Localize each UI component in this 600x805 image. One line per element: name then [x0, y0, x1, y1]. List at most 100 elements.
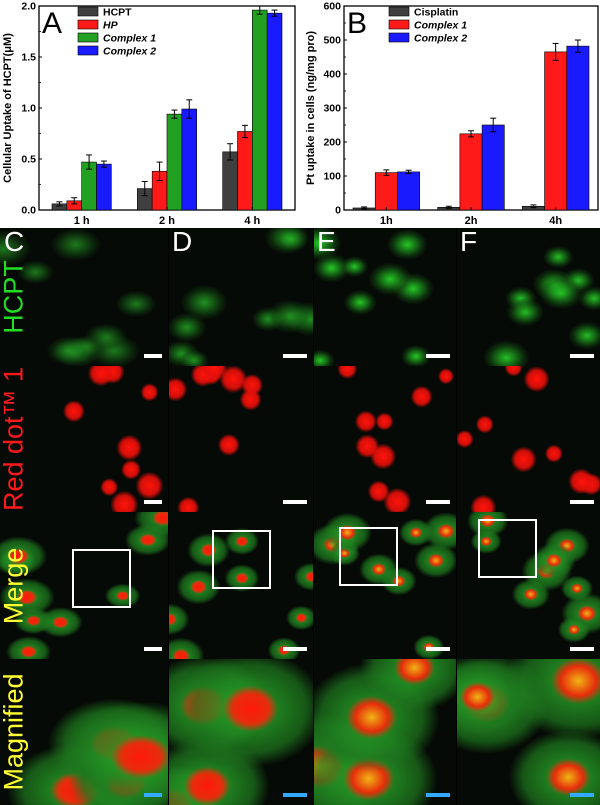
scale-bar [570, 647, 594, 651]
row-label: HCPT [0, 228, 29, 366]
legend-label: Complex 1 [414, 20, 467, 32]
x-tick-label: 2h [465, 215, 478, 227]
bar-charts: 0.0 0.5 1.0 1.5 2.0 1 h 2 h 4 h Cellular Uptake … [2, 1, 599, 227]
scale-bar [283, 354, 307, 358]
micrograph-C-3 [0, 659, 168, 805]
legend-swatch [77, 32, 99, 43]
legend-label: HP [103, 20, 119, 32]
legend-swatch [388, 32, 410, 43]
micrograph-D-0 [168, 228, 313, 366]
micrograph-E-3 [313, 659, 456, 805]
zoom-box [477, 519, 537, 579]
micrograph-D-1 [168, 366, 313, 512]
column-label-F: F [460, 226, 478, 257]
micrograph-D-3 [168, 659, 313, 805]
micrograph-grid: C D E F HCPT Red dot™ 1 Merge Magnified [0, 226, 600, 805]
x-tick-label: 1 h [74, 215, 90, 227]
legend-swatch [388, 6, 410, 17]
scale-bar [283, 500, 307, 504]
column-label-C: C [4, 226, 25, 257]
x-tick-label: 4h [549, 215, 562, 227]
y-tick-label: 0 [335, 205, 341, 217]
y-tick-label: 400 [323, 69, 341, 81]
scale-bar [144, 354, 162, 358]
bar [266, 12, 283, 211]
zoom-box [72, 548, 132, 608]
scale-bar [570, 354, 594, 358]
bar [459, 133, 483, 211]
row-label-text: Red dot™ 1 [0, 366, 29, 512]
y-tick-label: 300 [323, 103, 341, 115]
row-label: Merge [0, 512, 29, 659]
y-axis-label: Pt uptake in cells (ng/mg pro) [305, 31, 317, 185]
micrograph-F-1 [456, 366, 600, 512]
y-tick-label: 0.0 [21, 205, 36, 217]
legend-swatch [388, 19, 410, 30]
micrograph-E-2 [313, 512, 456, 659]
column-label-D: D [172, 226, 193, 257]
scale-bar [144, 647, 162, 651]
row-label-text: Merge [0, 547, 29, 624]
scale-bar [570, 500, 594, 504]
bar [237, 131, 253, 211]
bar [481, 124, 505, 211]
y-tick-label: 200 [323, 137, 341, 149]
y-tick-label: 1.0 [21, 103, 36, 115]
bar [252, 9, 268, 211]
micrograph-E-0 [313, 228, 456, 366]
column-divider [168, 228, 169, 805]
micrograph-F-0 [456, 228, 600, 366]
legend-swatch [77, 45, 99, 56]
bar [96, 163, 112, 211]
micrograph-F-3 [456, 659, 600, 805]
legend-swatch [77, 6, 99, 17]
column-label-E: E [317, 226, 336, 257]
micrograph-C-2 [0, 512, 168, 659]
bar [181, 108, 197, 211]
y-tick-label: 500 [323, 35, 341, 47]
scale-bar [426, 793, 450, 797]
scale-bar [426, 500, 450, 504]
micrograph-F-2 [456, 512, 600, 659]
scale-bar [283, 647, 307, 651]
zoom-box [211, 529, 271, 589]
bar [397, 171, 420, 211]
y-axis-label: Cellular Uptake of HCPT(μM) [2, 33, 14, 183]
legend-swatch [77, 19, 99, 30]
bar [166, 113, 183, 211]
column-divider [313, 228, 314, 805]
scale-bar [144, 500, 162, 504]
y-tick-label: 2.0 [21, 1, 36, 13]
bar [566, 45, 590, 211]
panel-label: B [347, 7, 367, 40]
bar [222, 151, 238, 211]
x-tick-label: 4 h [244, 215, 260, 227]
micrograph-C-1 [0, 366, 168, 512]
legend-label: Complex 2 [103, 46, 156, 58]
panel-label: A [42, 7, 62, 40]
micrograph-E-1 [313, 366, 456, 512]
row-label: Magnified [0, 659, 29, 805]
chart-A: 0.0 0.5 1.0 1.5 2.0 1 h 2 h 4 h Cellular Uptake … [2, 1, 296, 227]
legend-label: Cisplatin [414, 7, 458, 19]
row-label-text: HCPT [0, 260, 29, 334]
scale-bar [144, 793, 162, 797]
column-divider [456, 228, 457, 805]
legend-label: Complex 2 [414, 33, 467, 45]
row-label-text: Magnified [0, 673, 29, 791]
micrograph-C-0 [0, 228, 168, 366]
chart-B: 0 100 200 300 400 500 600 1h 2h 4h Pt uptake in ce… [305, 1, 599, 227]
y-tick-label: 600 [323, 1, 341, 13]
y-tick-label: 0.5 [21, 154, 36, 166]
zoom-box [338, 526, 398, 586]
x-tick-label: 1h [380, 215, 393, 227]
row-label: Red dot™ 1 [0, 366, 29, 512]
legend-label: Complex 1 [103, 33, 156, 45]
x-tick-label: 2 h [159, 215, 175, 227]
bar [544, 51, 568, 211]
scale-bar [283, 793, 307, 797]
y-tick-label: 1.5 [21, 52, 36, 64]
bar [374, 172, 398, 211]
scale-bar [426, 354, 450, 358]
scale-bar [570, 793, 594, 797]
